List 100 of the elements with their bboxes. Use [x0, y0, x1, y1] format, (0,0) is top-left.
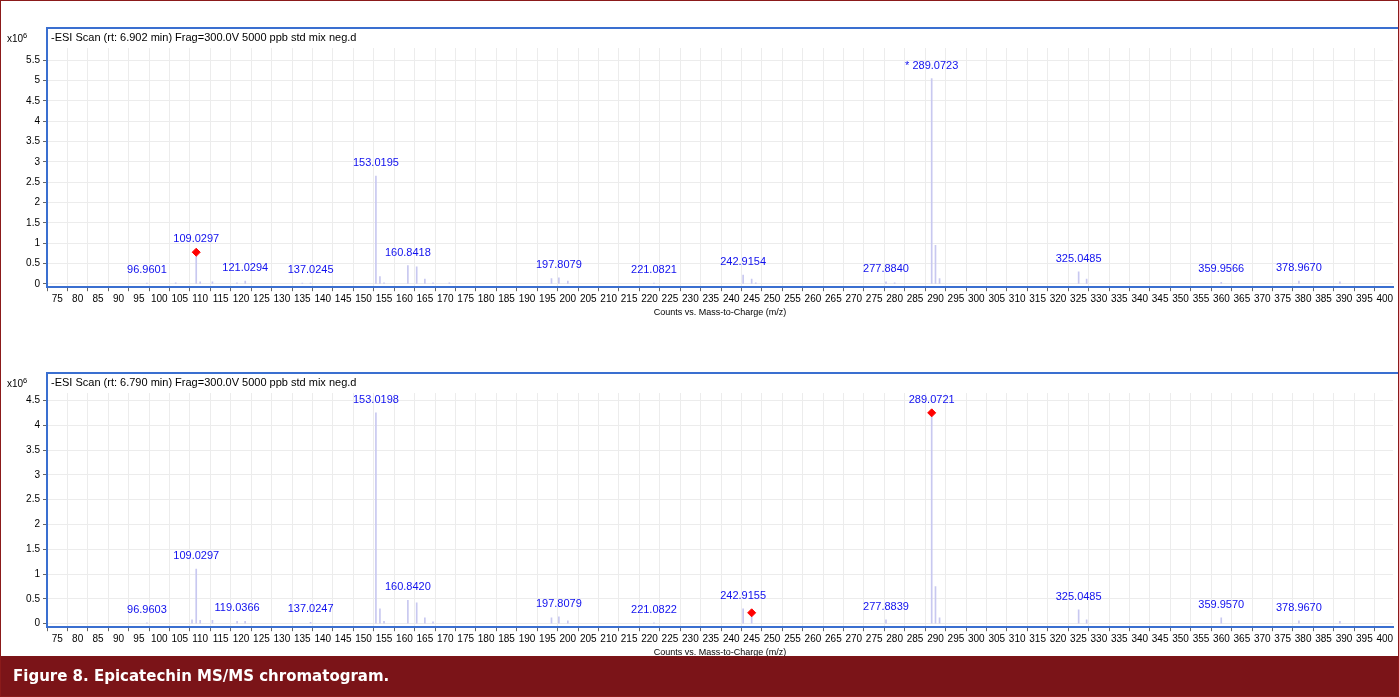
- y-tick-label: 5: [34, 74, 41, 86]
- x-tick-label: 375: [1274, 632, 1292, 644]
- y-tick-label: 4.5: [26, 394, 41, 406]
- x-tick-label: 105: [171, 292, 189, 304]
- annotation: 153.0198: [352, 392, 399, 405]
- x-tick-label: 105: [171, 632, 189, 644]
- x-tick-label: 360: [1213, 292, 1231, 304]
- y-tick-label: 2.5: [26, 175, 41, 187]
- x-tick-label: 335: [1110, 292, 1129, 304]
- y-tick-label: 0.5: [26, 257, 41, 269]
- x-tick-label: 145: [334, 632, 352, 644]
- x-tick-label: 120: [232, 292, 250, 304]
- annotation: 242.9154: [720, 255, 767, 267]
- x-tick-label: 110: [192, 292, 209, 304]
- x-tick-label: 125: [253, 632, 271, 644]
- x-tick-label: 235: [702, 632, 720, 644]
- x-tick-label: 75: [51, 292, 64, 304]
- x-tick-label: 320: [1049, 632, 1067, 644]
- y-tick-label: 2.5: [26, 493, 41, 505]
- x-tick-label: 290: [927, 632, 945, 644]
- x-tick-label: 400: [1376, 292, 1394, 304]
- x-tick-label: 270: [845, 292, 863, 304]
- x-tick-label: 135: [293, 632, 312, 644]
- annotation: 96.9603: [127, 602, 167, 615]
- x-tick-label: 240: [722, 632, 741, 644]
- x-tick-label: 80: [72, 632, 84, 644]
- x-tick-label: 380: [1294, 292, 1312, 304]
- x-tick-label: 185: [498, 292, 516, 304]
- annotation: * 289.0723: [905, 58, 959, 71]
- annotation: 221.0821: [631, 263, 677, 276]
- x-tick-label: 310: [1008, 292, 1026, 304]
- x-tick-label: 235: [702, 292, 720, 304]
- x-tick-label: 355: [1192, 632, 1210, 644]
- y-tick-label: 5.5: [26, 53, 41, 65]
- x-axis-title: Counts vs. Mass-to-Charge (m/z): [653, 307, 787, 318]
- x-tick-label: 370: [1253, 632, 1272, 644]
- x-tick-label: 190: [518, 292, 536, 304]
- annotation: 160.8420: [384, 580, 431, 593]
- x-tick-label: 355: [1192, 292, 1210, 304]
- x-tick-label: 340: [1131, 632, 1149, 644]
- x-tick-label: 345: [1151, 632, 1169, 644]
- x-tick-label: 180: [477, 292, 495, 304]
- x-tick-label: 350: [1172, 632, 1190, 644]
- annotation: 109.0297: [173, 232, 220, 245]
- x-tick-label: 90: [112, 632, 125, 644]
- x-tick-label: 100: [150, 632, 169, 644]
- x-tick-label: 280: [886, 292, 904, 304]
- x-tick-label: 260: [804, 632, 822, 644]
- x-tick-label: 150: [355, 632, 373, 644]
- annotation: 359.9566: [1198, 262, 1245, 275]
- x-tick-label: 80: [72, 292, 84, 304]
- x-tick-label: 360: [1213, 632, 1231, 644]
- x-tick-label: 120: [232, 632, 250, 644]
- x-tick-label: 125: [253, 292, 271, 304]
- x-tick-label: 90: [112, 292, 125, 304]
- x-tick-label: 175: [457, 292, 475, 304]
- x-tick-label: 230: [682, 292, 700, 304]
- y-tick-label: 1.5: [26, 216, 41, 228]
- x-tick-label: 155: [375, 632, 393, 644]
- x-tick-label: 150: [355, 292, 373, 304]
- x-tick-label: 325: [1070, 292, 1088, 304]
- x-tick-label: 370: [1253, 292, 1272, 304]
- x-tick-label: 205: [579, 632, 598, 644]
- x-tick-label: 250: [763, 292, 781, 304]
- annotation: 378.9670: [1275, 261, 1322, 274]
- x-tick-label: 275: [865, 292, 883, 304]
- x-tick-label: 340: [1131, 292, 1149, 304]
- x-tick-label: 335: [1110, 632, 1129, 644]
- x-tick-label: 230: [682, 632, 700, 644]
- x-tick-label: 160: [396, 632, 414, 644]
- annotation: 121.0294: [222, 261, 269, 274]
- y-tick-label: 1.5: [26, 543, 41, 555]
- x-tick-label: 85: [92, 632, 105, 644]
- annotation: 119.0366: [214, 601, 260, 614]
- x-tick-label: 275: [865, 632, 883, 644]
- x-tick-label: 160: [396, 292, 414, 304]
- x-tick-label: 135: [293, 292, 312, 304]
- x-tick-label: 220: [641, 292, 659, 304]
- annotation: 221.0822: [631, 602, 677, 615]
- chart-title: -ESI Scan (rt: 6.790 min) Frag=300.0V 5000 ppb std mix neg.d: [51, 376, 357, 388]
- x-tick-label: 130: [273, 632, 291, 644]
- x-tick-label: 95: [133, 632, 145, 644]
- x-tick-label: 225: [661, 292, 679, 304]
- x-tick-label: 140: [314, 292, 332, 304]
- x-tick-label: 110: [192, 632, 209, 644]
- x-tick-label: 155: [375, 292, 393, 304]
- x-tick-label: 75: [51, 632, 64, 644]
- x-tick-label: 205: [579, 292, 598, 304]
- x-tick-label: 130: [273, 292, 291, 304]
- x-tick-label: 280: [886, 632, 904, 644]
- y-tick-label: 0: [34, 277, 41, 289]
- y-tick-label: 4: [34, 419, 41, 430]
- x-tick-label: 255: [784, 632, 802, 644]
- chart-title: -ESI Scan (rt: 6.902 min) Frag=300.0V 5000 ppb std mix neg.d: [51, 31, 357, 43]
- annotation: 359.9570: [1198, 597, 1245, 610]
- x-tick-label: 115: [212, 292, 230, 304]
- x-tick-label: 285: [906, 632, 924, 644]
- x-tick-label: 330: [1090, 632, 1108, 644]
- y-tick-label: 3: [34, 155, 41, 167]
- x-tick-label: 175: [457, 632, 475, 644]
